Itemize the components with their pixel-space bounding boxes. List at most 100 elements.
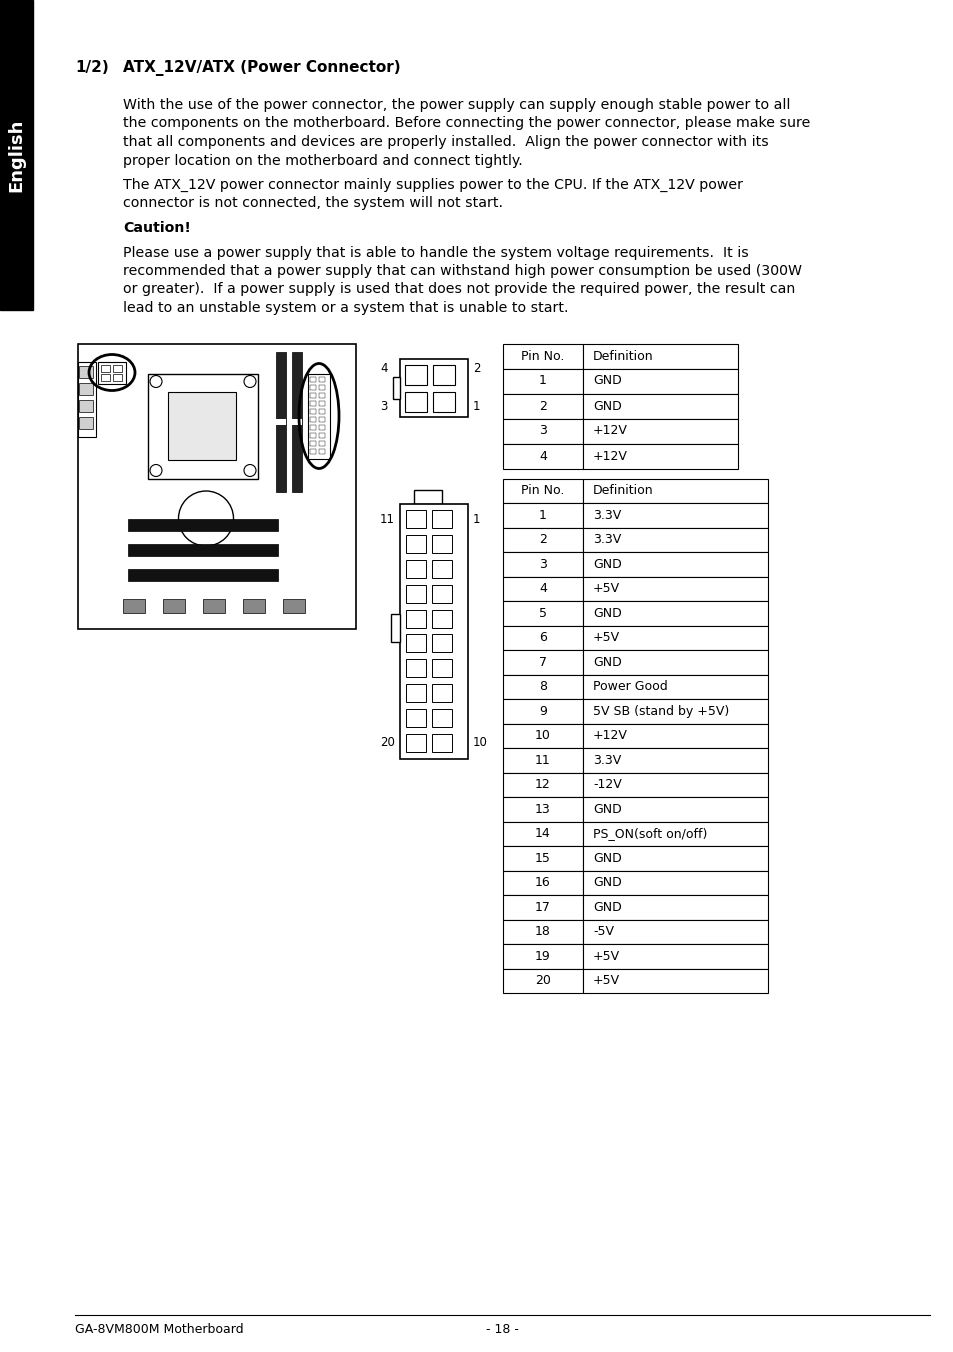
Bar [502,919,582,944]
Bar [399,503,468,758]
Bar [502,576,582,602]
Bar [432,585,452,603]
Bar [502,723,582,748]
Text: 5V SB (stand by +5V): 5V SB (stand by +5V) [593,704,728,718]
Bar [101,373,110,380]
Bar [432,684,452,702]
Bar [502,944,582,968]
Text: +5V: +5V [593,631,619,645]
Bar [78,361,96,437]
Bar [98,361,126,384]
Bar [310,416,315,422]
Ellipse shape [150,376,162,388]
Text: 5: 5 [538,607,546,619]
Bar [502,650,582,675]
Bar [582,552,767,576]
Bar [310,376,315,381]
Bar [310,425,315,430]
Text: +5V: +5V [593,975,619,987]
Bar [432,535,452,553]
Bar [582,479,767,503]
Bar [432,610,452,627]
Bar [310,433,315,438]
Bar [318,425,325,430]
Bar [128,568,277,580]
Bar [582,527,767,552]
Bar [582,871,767,895]
Bar [432,634,452,653]
Text: that all components and devices are properly installed.  Align the power connect: that all components and devices are prop… [123,135,768,149]
Text: 7: 7 [538,656,546,669]
Ellipse shape [150,465,162,476]
Text: 8: 8 [538,680,546,694]
Text: -5V: -5V [593,925,614,938]
Bar [582,822,767,846]
Bar [432,734,452,752]
Text: 1: 1 [538,375,546,388]
Bar [502,602,582,626]
Bar [405,392,427,411]
Text: +12V: +12V [593,425,627,438]
Text: 18: 18 [535,925,551,938]
Text: -12V: -12V [593,779,621,791]
Bar [582,944,767,968]
Bar [308,373,330,458]
Bar [433,365,455,384]
Text: With the use of the power connector, the power supply can supply enough stable p: With the use of the power connector, the… [123,97,789,112]
Bar [502,895,582,919]
Bar [292,419,302,425]
Bar [405,365,427,384]
Text: recommended that a power supply that can withstand high power consumption be use: recommended that a power supply that can… [123,264,801,279]
Bar [79,399,92,411]
Text: 6: 6 [538,631,546,645]
Bar [318,441,325,446]
Bar [502,846,582,871]
Bar [406,708,426,727]
Bar [101,365,110,372]
Bar [406,535,426,553]
Bar [406,660,426,677]
Text: 1: 1 [538,508,546,522]
Bar [318,384,325,389]
Bar [310,441,315,446]
Bar [432,660,452,677]
Bar [112,365,122,372]
Text: GND: GND [593,607,621,619]
Bar [283,599,305,612]
Text: or greater).  If a power supply is used that does not provide the required power: or greater). If a power supply is used t… [123,283,795,296]
Bar [406,684,426,702]
Text: 17: 17 [535,900,551,914]
Text: +5V: +5V [593,583,619,595]
Bar [502,479,582,503]
Bar [292,352,302,492]
Text: 3.3V: 3.3V [593,533,620,546]
Text: 11: 11 [379,512,395,526]
Bar [203,599,225,612]
Text: 3: 3 [380,400,388,412]
Text: 12: 12 [535,779,550,791]
Bar [406,734,426,752]
Text: Caution!: Caution! [123,220,191,235]
Text: GND: GND [593,876,621,890]
Text: 1: 1 [473,512,480,526]
Bar [79,365,92,377]
Bar [502,772,582,796]
Bar [406,585,426,603]
Bar [432,510,452,529]
Bar [393,376,399,399]
Bar [502,369,582,393]
Bar [502,822,582,846]
Bar [432,708,452,727]
Bar [148,373,257,479]
Text: PS_ON(soft on/off): PS_ON(soft on/off) [593,827,706,840]
Text: connector is not connected, the system will not start.: connector is not connected, the system w… [123,196,502,211]
Text: 3: 3 [538,558,546,571]
Bar [582,968,767,992]
Bar [318,433,325,438]
Bar [433,392,455,411]
Bar [502,699,582,723]
Bar [414,489,441,503]
Bar [502,393,582,419]
Text: 3: 3 [538,425,546,438]
Text: 15: 15 [535,852,551,865]
